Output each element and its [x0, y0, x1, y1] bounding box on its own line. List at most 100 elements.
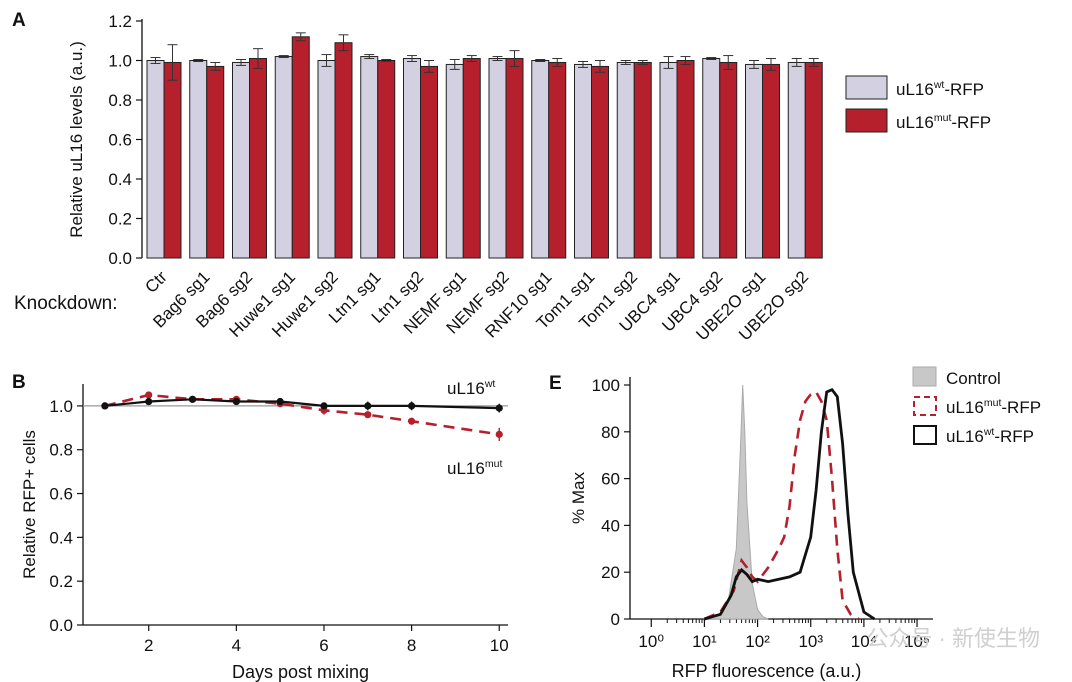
bar-mut — [804, 61, 823, 259]
panel-label-a: A — [12, 10, 26, 31]
legend-swatch-wt — [913, 425, 937, 445]
watermark: 公众号 · 新使生物 — [866, 626, 1040, 651]
bar-wt — [531, 60, 550, 259]
bar-mut — [676, 60, 695, 259]
x-axis-title: Days post mixing — [232, 662, 369, 682]
bar-wt — [574, 63, 592, 259]
bar-mut — [591, 65, 609, 259]
x-tick-label: 10³ — [798, 632, 823, 651]
x-tick-label: Ctr — [141, 267, 171, 297]
x-tick-label: 10¹ — [692, 632, 717, 651]
bar-mut — [163, 61, 182, 259]
x-tick-label: 10⁵ — [904, 632, 930, 651]
legend-swatch-control — [912, 366, 937, 387]
data-point — [364, 411, 372, 419]
bar-mut — [420, 65, 438, 259]
x-axis-title: RFP fluorescence (a.u.) — [672, 661, 862, 681]
y-tick-label: 1.0 — [49, 397, 73, 416]
data-point — [188, 395, 197, 403]
data-point — [495, 404, 503, 412]
x-tick-label: 10² — [745, 632, 770, 651]
y-tick-label: 0.0 — [49, 616, 73, 635]
bar-wt — [787, 61, 806, 259]
legend-label-wt: uL16wt-RFP — [946, 426, 1034, 446]
legend-swatch-mut — [845, 108, 888, 133]
data-point — [145, 391, 153, 399]
panel-a-bar-chart: 0.0 0.2 0.4 0.6 0.8 1.0 1.2 Relative uL16 level… — [14, 12, 991, 344]
y-tick-label: 0 — [611, 610, 620, 629]
bar-mut — [291, 36, 310, 259]
y-tick-label: 0.8 — [108, 91, 132, 110]
panel-label-b: B — [12, 372, 26, 393]
y-tick-label: 0.4 — [49, 528, 73, 547]
data-point — [364, 402, 372, 410]
x-tick-label: 10⁰ — [638, 632, 664, 651]
y-tick-label: 0.0 — [108, 249, 132, 268]
y-tick-label: 0.6 — [49, 485, 73, 504]
y-axis-title: Relative RFP+ cells — [20, 430, 39, 579]
data-point — [495, 430, 503, 438]
panel-label-e: E — [549, 373, 562, 394]
histogram-control — [704, 384, 769, 620]
legend-label-mut: uL16mut-RFP — [946, 397, 1041, 417]
y-tick-label: 1.2 — [108, 12, 132, 31]
data-point — [276, 397, 284, 406]
x-tick-label: 2 — [144, 636, 153, 655]
bar-mut — [548, 61, 567, 259]
bar-wt — [745, 63, 763, 259]
bar-wt — [360, 56, 379, 259]
y-tick-label: 20 — [601, 563, 620, 582]
y-tick-label: 100 — [592, 376, 620, 395]
legend-label-mut: uL16mut-RFP — [896, 112, 991, 132]
legend-label-wt: uL16wt-RFP — [896, 79, 984, 99]
y-tick-label: 60 — [601, 470, 620, 489]
series-label-wt: uL16wt — [447, 378, 495, 398]
series-label-mut: uL16mut — [447, 458, 502, 478]
y-tick-label: 40 — [601, 516, 620, 535]
bar-mut — [633, 61, 652, 259]
x-tick-label: 4 — [232, 636, 241, 655]
bar-mut — [719, 61, 738, 259]
y-tick-label: 80 — [601, 423, 620, 442]
data-point — [145, 397, 153, 406]
y-tick-label: 0.6 — [108, 131, 132, 150]
bar-wt — [232, 61, 250, 259]
y-tick-label: 1.0 — [108, 52, 132, 71]
data-point — [320, 402, 328, 410]
y-axis-title: Relative uL16 levels (a.u.) — [67, 41, 86, 238]
bar-wt — [445, 63, 464, 259]
x-tick-label: 8 — [407, 636, 416, 655]
bar-wt — [403, 58, 421, 259]
bar-mut — [505, 58, 524, 259]
y-tick-label: 0.2 — [108, 210, 132, 229]
bar-mut — [206, 65, 225, 259]
bar-wt — [616, 61, 635, 259]
bar-mut — [377, 60, 396, 259]
x-axis-title: Knockdown: — [14, 293, 118, 314]
series-line-uL16mut — [104, 393, 500, 436]
histogram-wt — [704, 387, 876, 621]
bar-wt — [659, 61, 678, 259]
x-tick-label: 10 — [490, 636, 509, 655]
bar-mut — [762, 63, 780, 259]
y-axis-title: % Max — [569, 472, 588, 524]
bar-mut — [249, 58, 267, 259]
bar-wt — [702, 58, 721, 259]
legend-swatch-wt — [845, 75, 888, 100]
y-tick-label: 0.2 — [49, 572, 73, 591]
data-point — [232, 397, 240, 406]
bar-wt — [317, 60, 336, 259]
data-point — [408, 402, 416, 410]
bar-wt — [189, 60, 208, 259]
panel-b-line-chart: 0.0 0.2 0.4 0.6 0.8 1.0 2 4 6 8 10 Relative RFP+ ce… — [20, 378, 509, 682]
bar-wt — [488, 58, 507, 259]
bar-mut — [334, 42, 353, 259]
x-tick-label: 10⁴ — [851, 632, 877, 651]
y-tick-label: 0.8 — [49, 441, 73, 460]
bar-wt — [146, 60, 165, 259]
histogram-mut — [703, 390, 860, 621]
bar-mut — [462, 58, 481, 259]
legend-label-control: Control — [946, 369, 1001, 388]
y-tick-label: 0.4 — [108, 170, 132, 189]
